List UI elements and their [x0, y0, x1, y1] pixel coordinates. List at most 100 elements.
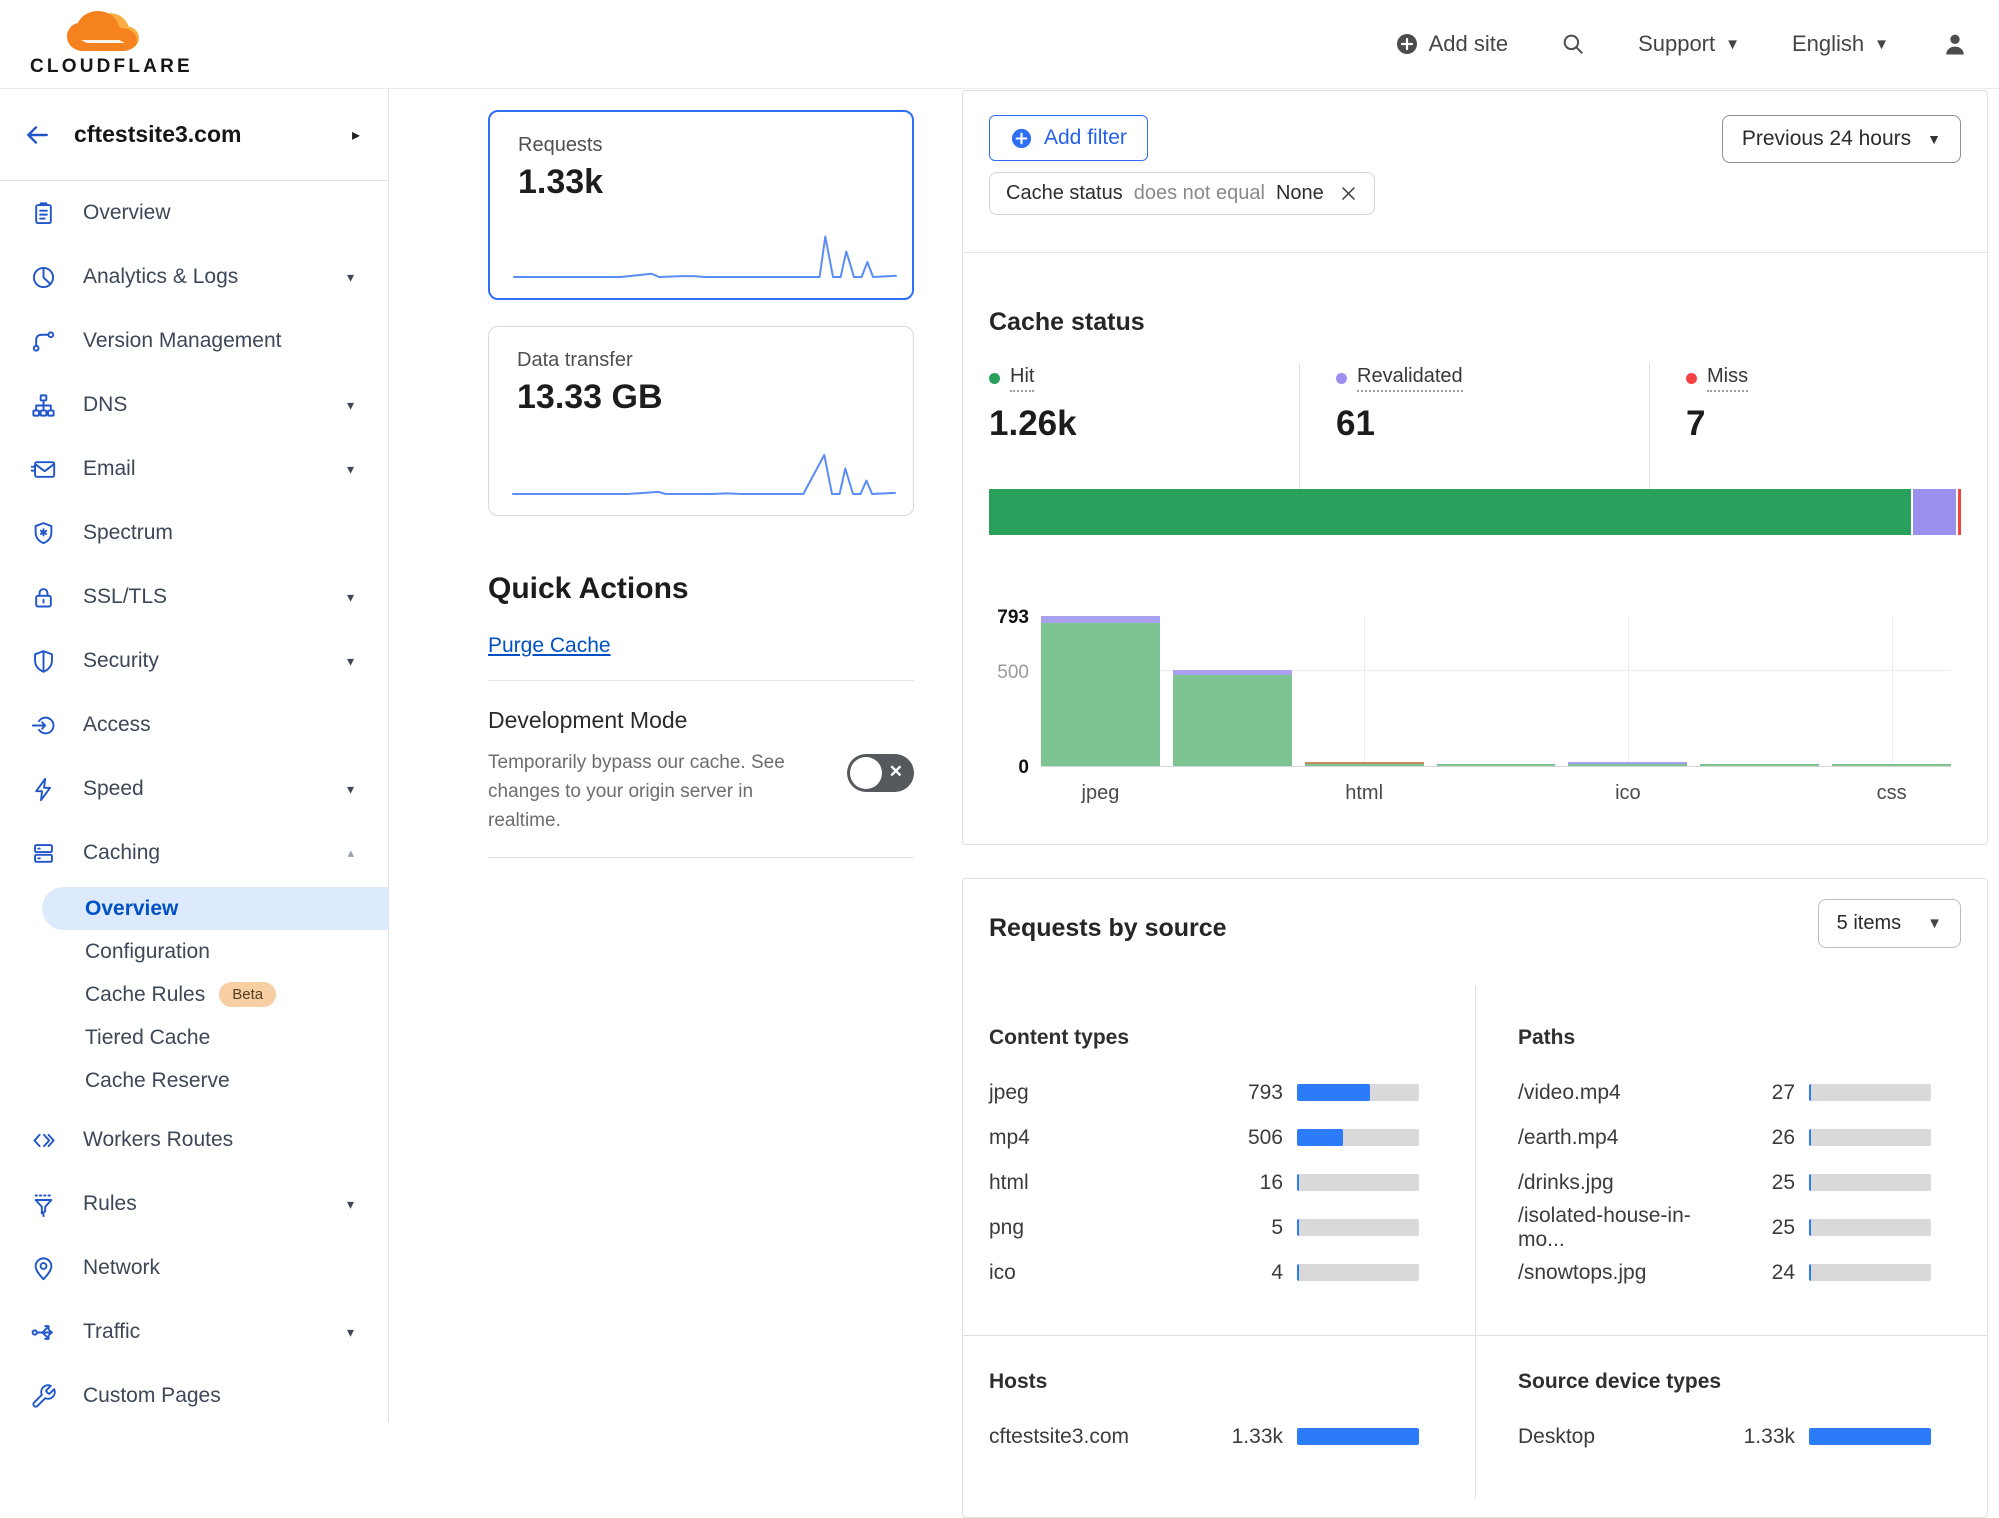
sidebar-item-network[interactable]: Network — [0, 1236, 388, 1300]
data-transfer-card-value: 13.33 GB — [517, 378, 663, 416]
filter-bar: Add filter Cache status does not equal N… — [963, 91, 1987, 253]
stat-revalidated-label[interactable]: Revalidated — [1357, 365, 1463, 392]
filter-chip-close-icon[interactable] — [1339, 184, 1358, 203]
segment-hit — [1304, 764, 1424, 766]
column-css — [1832, 617, 1952, 766]
toggle-knob — [850, 757, 882, 789]
paths-section: Paths /video.mp4 27/earth.mp4 26/drinks.jp… — [1475, 986, 1987, 1335]
site-header: cftestsite3.com ▸ — [0, 89, 388, 181]
chevron-down-icon: ▼ — [1725, 35, 1740, 53]
x-tick-label — [1173, 782, 1292, 805]
row-bar — [1297, 1084, 1419, 1101]
row-value: 5 — [1271, 1215, 1283, 1239]
cache-status-column-chart: 0 500 793 jpeg html ico css — [997, 607, 1952, 805]
divider — [488, 857, 914, 858]
filter-chip[interactable]: Cache status does not equal None — [989, 172, 1375, 215]
sidebar-item-traffic[interactable]: Traffic ▾ — [0, 1300, 388, 1364]
support-menu[interactable]: Support ▼ — [1638, 31, 1740, 56]
add-site-button[interactable]: Add site — [1395, 31, 1508, 57]
segment-revalidated — [1568, 762, 1688, 764]
cloudflare-wordmark: CLOUDFLARE — [30, 55, 193, 77]
sidebar-item-version-management[interactable]: Version Management — [0, 309, 388, 373]
sidebar-item-spectrum[interactable]: Spectrum — [0, 501, 388, 565]
language-menu[interactable]: English ▼ — [1791, 31, 1889, 56]
sidebar-subitem-overview[interactable]: Overview — [42, 887, 388, 930]
sidebar-item-dns[interactable]: DNS ▾ — [0, 373, 388, 437]
sidebar-item-speed[interactable]: Speed ▾ — [0, 757, 388, 821]
row-bar — [1809, 1219, 1931, 1236]
cache-analytics-card: Add filter Cache status does not equal N… — [962, 90, 1988, 845]
network-icon — [30, 1255, 57, 1282]
data-transfer-sparkline — [512, 454, 896, 495]
sidebar-item-workers-routes[interactable]: Workers Routes — [0, 1108, 388, 1172]
development-mode-toggle[interactable]: ✕ — [847, 754, 914, 792]
sidebar-item-overview[interactable]: Overview — [0, 181, 388, 245]
sidebar-subitem-cache-reserve[interactable]: Cache Reserve — [85, 1068, 230, 1092]
search-button[interactable] — [1560, 31, 1586, 57]
row-bar — [1297, 1264, 1419, 1281]
sidebar-item-analytics-logs[interactable]: Analytics & Logs ▾ — [0, 245, 388, 309]
segment-hit — [1172, 675, 1292, 766]
column-bar-2 — [1172, 617, 1292, 766]
user-menu[interactable] — [1941, 30, 1969, 58]
sidebar-item-custom-pages[interactable]: Custom Pages — [0, 1364, 388, 1428]
summary-column: Requests 1.33k Data transfer 13.33 GB Qu… — [488, 110, 914, 858]
topbar-actions: Add site Support ▼ English ▼ — [1395, 30, 1999, 58]
plus-circle-icon — [1011, 128, 1032, 148]
plus-circle-icon — [1396, 34, 1417, 54]
chevron-down-icon: ▾ — [346, 1323, 354, 1340]
segment-hit — [1832, 764, 1952, 766]
requests-by-source-header: Requests by source 5 items ▼ — [963, 879, 1987, 948]
stat-hit-value: 1.26k — [989, 404, 1077, 443]
chevron-down-icon: ▼ — [1927, 915, 1942, 932]
spectrum-icon — [30, 520, 57, 547]
chevron-right-icon[interactable]: ▸ — [351, 126, 360, 144]
column-ico — [1568, 617, 1688, 766]
stat-miss-label[interactable]: Miss — [1707, 365, 1749, 392]
paths-title: Paths — [1518, 1026, 1576, 1049]
segment-hit — [1436, 764, 1556, 766]
add-filter-button[interactable]: Add filter — [989, 115, 1148, 161]
sidebar-subitem-tiered-cache[interactable]: Tiered Cache — [85, 1025, 211, 1049]
row-bar — [1809, 1174, 1931, 1191]
stat-revalidated: Revalidated 61 — [1299, 363, 1649, 489]
row-value: 1.33k — [1231, 1424, 1283, 1448]
stat-revalidated-value: 61 — [1336, 404, 1375, 443]
purge-cache-link[interactable]: Purge Cache — [488, 634, 611, 657]
list-row-html: html 16 — [989, 1160, 1447, 1205]
sidebar-item-security[interactable]: Security ▾ — [0, 629, 388, 693]
data-transfer-card[interactable]: Data transfer 13.33 GB — [488, 326, 914, 516]
requests-sparkline — [513, 235, 897, 278]
sidebar-subitem-cache-rules[interactable]: Cache Rules Beta — [42, 973, 388, 1016]
ssl-icon — [30, 584, 57, 611]
y-tick-label: 0 — [1018, 757, 1029, 778]
sidebar-subitem-configuration[interactable]: Configuration — [85, 939, 210, 963]
user-avatar-icon — [1946, 34, 1964, 55]
sidebar: cftestsite3.com ▸ Overview Analytics & Lo… — [0, 89, 389, 1422]
sidebar-item-email[interactable]: Email ▾ — [0, 437, 388, 501]
time-range-select[interactable]: Previous 24 hours ▼ — [1721, 115, 1961, 163]
row-value: 24 — [1771, 1260, 1795, 1284]
segment-hit — [1041, 622, 1160, 766]
column-chart-plot — [1041, 616, 1952, 767]
row-value: 25 — [1771, 1215, 1795, 1239]
x-tick-label — [1700, 782, 1819, 805]
cache-status-stats: Hit 1.26k Revalidated 61 Miss 7 — [989, 363, 1961, 489]
sidebar-item-rules[interactable]: Rules ▾ — [0, 1172, 388, 1236]
chevron-down-icon: ▼ — [1874, 35, 1889, 53]
stat-hit: Hit 1.26k — [989, 363, 1299, 489]
back-arrow-icon[interactable] — [24, 122, 50, 148]
sidebar-item-caching[interactable]: Caching ▴ — [0, 821, 388, 885]
row-bar — [1297, 1174, 1419, 1191]
list-row-jpeg: jpeg 793 — [989, 1070, 1447, 1115]
items-count-select[interactable]: 5 items ▼ — [1817, 899, 1961, 948]
sidebar-item-access[interactable]: Access — [0, 693, 388, 757]
sidebar-item-ssl-tls[interactable]: SSL/TLS ▾ — [0, 565, 388, 629]
row-value: 793 — [1247, 1080, 1283, 1104]
stat-hit-label[interactable]: Hit — [1010, 365, 1035, 392]
row-value: 27 — [1771, 1080, 1795, 1104]
chevron-down-icon: ▾ — [346, 588, 354, 605]
column-jpeg — [1041, 616, 1160, 766]
requests-card[interactable]: Requests 1.33k — [488, 110, 914, 300]
row-bar — [1809, 1084, 1931, 1101]
